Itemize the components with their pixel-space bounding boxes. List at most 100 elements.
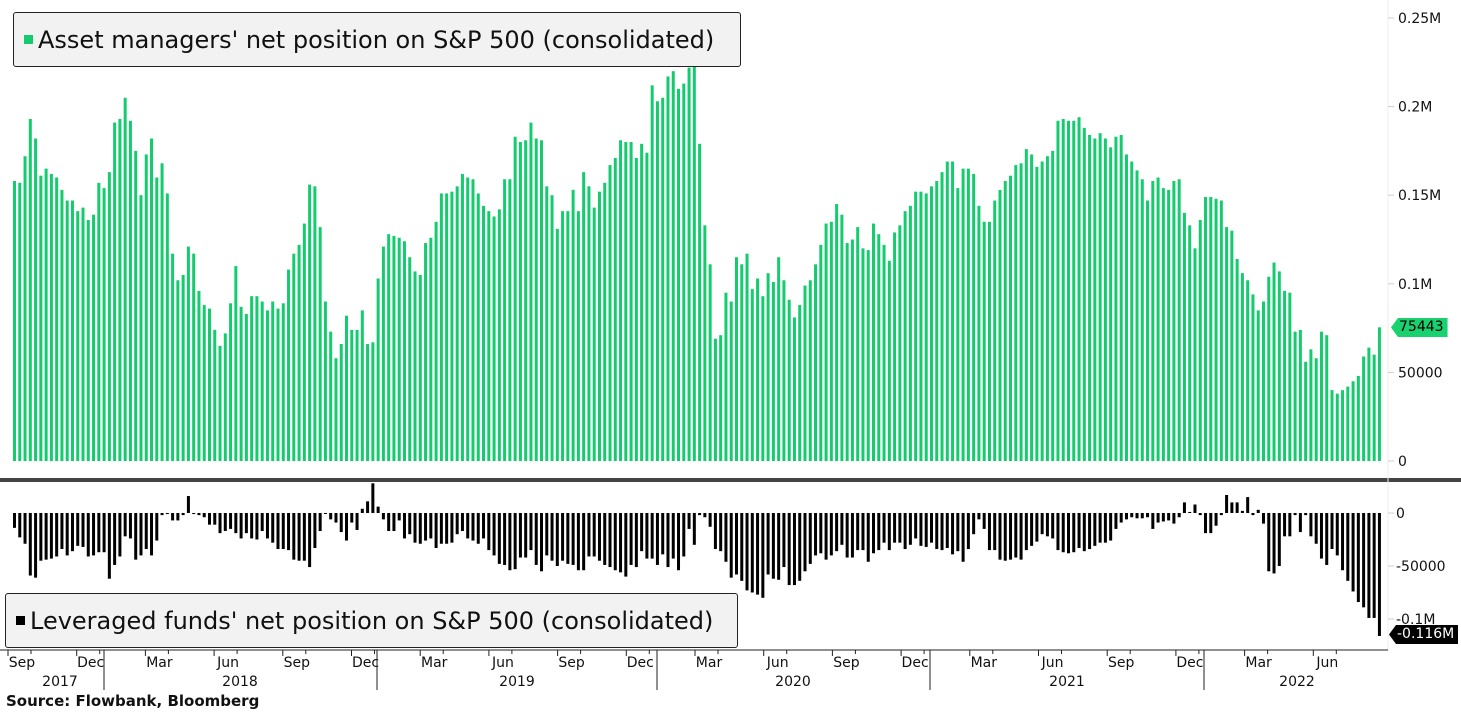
bar-asset-managers bbox=[139, 195, 143, 461]
bar-leveraged-funds bbox=[887, 513, 891, 551]
bar-asset-managers bbox=[107, 172, 111, 461]
bar-asset-managers bbox=[924, 193, 928, 462]
bar-leveraged-funds bbox=[650, 513, 654, 559]
bar-asset-managers bbox=[55, 177, 59, 462]
bar-asset-managers bbox=[123, 97, 127, 462]
bar-leveraged-funds bbox=[1325, 513, 1329, 565]
bar-leveraged-funds bbox=[808, 513, 812, 564]
bar-asset-managers bbox=[165, 193, 169, 462]
bar-leveraged-funds bbox=[1235, 502, 1239, 513]
bar-leveraged-funds bbox=[92, 513, 96, 556]
bar-asset-managers bbox=[734, 257, 738, 461]
bar-asset-managers bbox=[650, 85, 654, 461]
bar-asset-managers bbox=[655, 101, 659, 461]
bar-leveraged-funds bbox=[81, 513, 85, 547]
bar-asset-managers bbox=[945, 161, 949, 462]
bar-asset-managers bbox=[360, 310, 364, 461]
bar-leveraged-funds bbox=[397, 513, 401, 521]
bar-asset-managers bbox=[803, 285, 807, 461]
bar-leveraged-funds bbox=[60, 513, 64, 550]
x-tick-label: Mar bbox=[696, 655, 723, 671]
bar-asset-managers bbox=[450, 191, 454, 461]
x-tick-label: Sep bbox=[9, 655, 36, 671]
bar-leveraged-funds bbox=[677, 513, 681, 571]
bar-asset-managers bbox=[202, 305, 206, 461]
bar-asset-managers bbox=[487, 211, 491, 461]
bar-asset-managers bbox=[750, 289, 754, 461]
bar-asset-managers bbox=[308, 184, 312, 461]
bar-asset-managers bbox=[424, 243, 428, 461]
bar-asset-managers bbox=[329, 331, 333, 461]
bar-asset-managers bbox=[866, 250, 870, 461]
bar-leveraged-funds bbox=[1167, 513, 1171, 521]
bar-asset-managers bbox=[482, 205, 486, 461]
bar-leveraged-funds bbox=[1114, 513, 1118, 529]
bar-leveraged-funds bbox=[908, 513, 912, 545]
bar-leveraged-funds bbox=[666, 513, 670, 568]
bar-leveraged-funds bbox=[792, 513, 796, 586]
bar-asset-managers bbox=[345, 315, 349, 461]
bar-leveraged-funds bbox=[724, 513, 728, 562]
bar-asset-managers bbox=[318, 227, 322, 461]
bar-asset-managers bbox=[397, 237, 401, 461]
bar-asset-managers bbox=[1277, 271, 1281, 461]
bar-asset-managers bbox=[835, 204, 839, 461]
x-tick-label: Mar bbox=[146, 655, 173, 671]
bar-leveraged-funds bbox=[207, 513, 211, 525]
last-value-tag-leveraged-funds: -0.116M bbox=[1389, 625, 1459, 644]
bar-leveraged-funds bbox=[940, 513, 944, 551]
bar-asset-managers bbox=[213, 329, 217, 461]
bar-leveraged-funds bbox=[366, 501, 370, 513]
bar-asset-managers bbox=[81, 207, 85, 461]
bar-leveraged-funds bbox=[1135, 513, 1139, 519]
bar-asset-managers bbox=[1114, 136, 1118, 461]
bar-leveraged-funds bbox=[961, 513, 965, 562]
bar-leveraged-funds bbox=[239, 513, 243, 539]
bar-asset-managers bbox=[455, 186, 459, 461]
bar-leveraged-funds bbox=[719, 513, 723, 552]
bar-asset-managers bbox=[824, 223, 828, 461]
bar-leveraged-funds bbox=[1209, 513, 1213, 534]
bar-leveraged-funds bbox=[1051, 513, 1055, 539]
bar-asset-managers bbox=[155, 177, 159, 462]
bar-leveraged-funds bbox=[229, 513, 233, 529]
bar-leveraged-funds bbox=[234, 513, 238, 534]
bar-asset-managers bbox=[339, 344, 343, 461]
bar-asset-managers bbox=[445, 193, 449, 462]
bar-asset-managers bbox=[171, 253, 175, 461]
bar-asset-managers bbox=[28, 119, 32, 461]
bar-asset-managers bbox=[281, 303, 285, 461]
x-tick-label: Dec bbox=[627, 655, 654, 671]
bar-asset-managers bbox=[993, 200, 997, 462]
bar-asset-managers bbox=[603, 182, 607, 461]
bar-leveraged-funds bbox=[1056, 513, 1060, 551]
bar-asset-managers bbox=[587, 186, 591, 461]
bar-asset-managers bbox=[1146, 200, 1150, 462]
bar-leveraged-funds bbox=[518, 513, 522, 558]
bar-leveraged-funds bbox=[503, 513, 507, 565]
bar-leveraged-funds bbox=[1067, 513, 1070, 554]
bar-leveraged-funds bbox=[287, 513, 291, 551]
bar-asset-managers bbox=[1109, 147, 1113, 461]
bar-asset-managers bbox=[102, 188, 106, 461]
bar-asset-managers bbox=[840, 214, 844, 461]
bar-leveraged-funds bbox=[1230, 502, 1234, 513]
x-tick-label: Mar bbox=[421, 655, 448, 671]
bar-asset-managers bbox=[782, 280, 786, 461]
bar-leveraged-funds bbox=[1103, 513, 1107, 543]
bar-leveraged-funds bbox=[1077, 513, 1081, 548]
bar-leveraged-funds bbox=[308, 513, 312, 568]
bar-asset-managers bbox=[287, 269, 291, 461]
bar-asset-managers bbox=[1225, 227, 1229, 461]
bar-asset-managers bbox=[1135, 170, 1139, 461]
bar-leveraged-funds bbox=[761, 513, 765, 598]
bar-asset-managers bbox=[597, 191, 601, 461]
bar-asset-managers bbox=[1293, 331, 1297, 461]
bar-asset-managers bbox=[1009, 175, 1013, 461]
bar-leveraged-funds bbox=[102, 513, 106, 553]
bar-leveraged-funds bbox=[882, 513, 886, 543]
bar-asset-managers bbox=[1182, 212, 1186, 461]
y-tick-label-top: 0.1M bbox=[1398, 277, 1432, 293]
bar-leveraged-funds bbox=[1240, 510, 1244, 513]
